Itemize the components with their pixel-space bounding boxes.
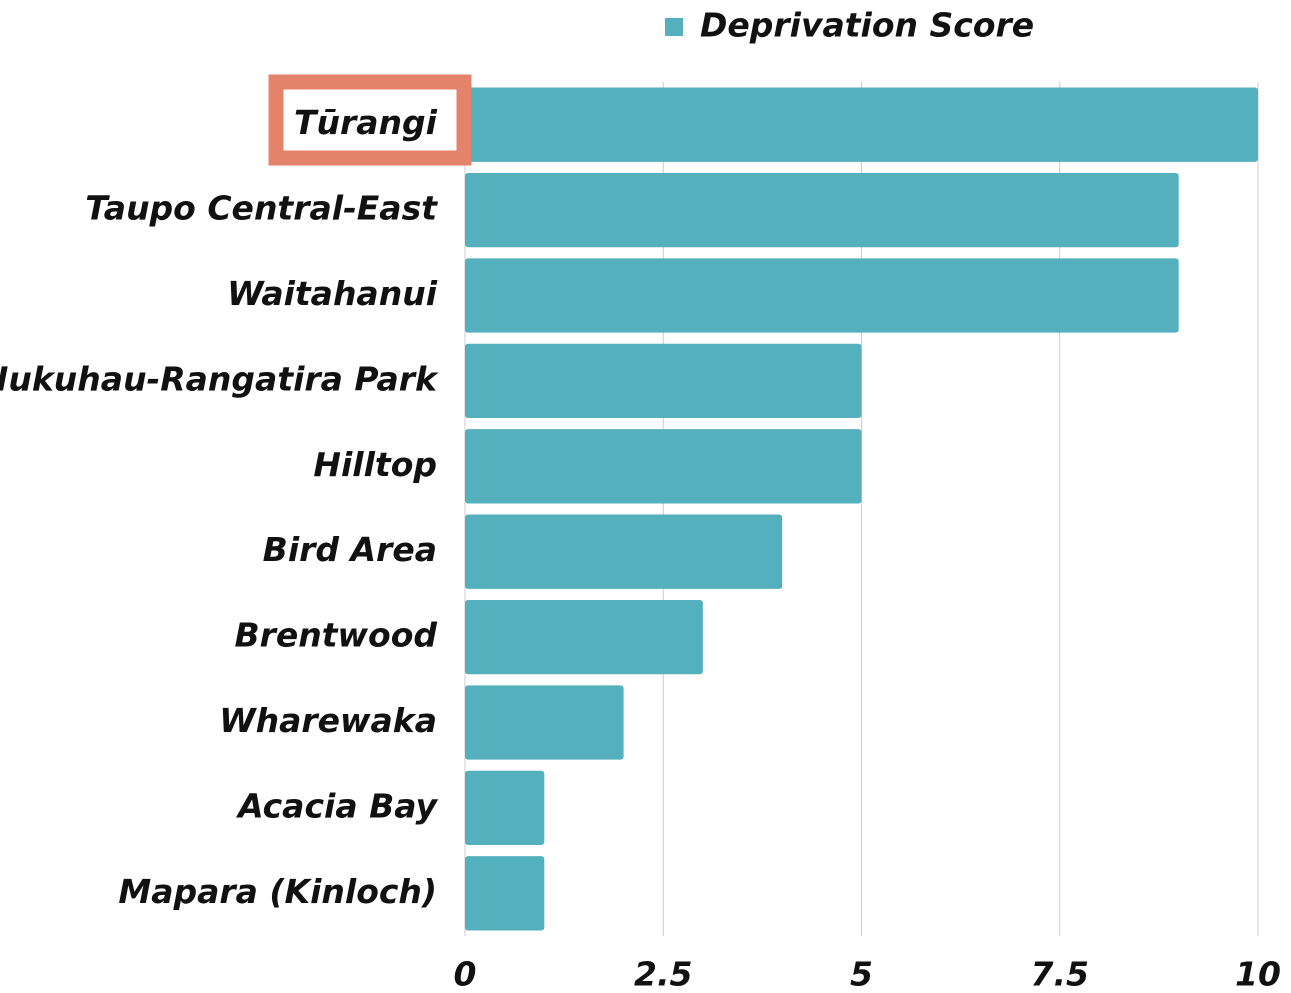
x-tick-label: 0 — [454, 955, 477, 993]
y-tick-label: Mapara (Kinloch) — [118, 872, 437, 911]
legend-label: Deprivation Score — [700, 6, 1034, 45]
bar — [465, 685, 624, 760]
x-tick-label: 5 — [850, 955, 873, 993]
y-tick-label: Hilltop — [313, 445, 437, 484]
bar — [465, 258, 1179, 333]
bar — [465, 856, 545, 931]
x-tick-label: 7.5 — [1031, 955, 1089, 993]
bar — [465, 770, 545, 846]
y-tick-label: Bird Area — [263, 530, 437, 569]
bar — [465, 429, 862, 504]
y-tick-label: Wharewaka — [219, 701, 437, 740]
y-tick-label: Nukuhau-Rangatira Park — [0, 359, 439, 398]
x-tick-label: 2.5 — [634, 955, 692, 993]
y-tick-label: Waitahanui — [227, 274, 438, 313]
y-tick-label: Acacia Bay — [235, 786, 438, 825]
bar — [465, 599, 703, 675]
x-tick-label: 10 — [1235, 955, 1281, 993]
y-tick-label: Taupo Central-East — [85, 189, 438, 228]
bar — [465, 87, 1258, 162]
bar — [465, 172, 1179, 248]
y-tick-label: Tūrangi — [294, 103, 438, 142]
bar — [465, 514, 783, 589]
bar — [465, 343, 862, 419]
highlight-box — [268, 74, 472, 166]
legend-swatch — [665, 18, 683, 36]
y-tick-label: Brentwood — [234, 616, 437, 655]
